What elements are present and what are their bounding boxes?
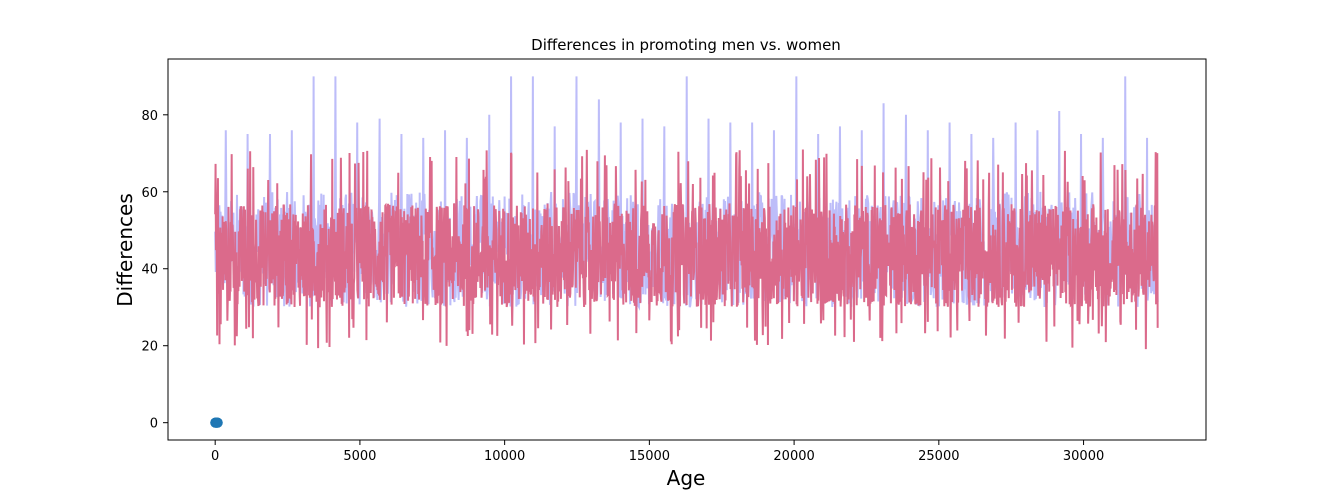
y-tick-label: 20	[141, 340, 158, 355]
y-axis-label: Differences	[113, 193, 137, 307]
x-tick-label: 10000	[484, 449, 525, 464]
x-tick-label: 30000	[1063, 449, 1104, 464]
y-tick-label: 60	[141, 186, 158, 201]
chart-title: Differences in promoting men vs. women	[531, 36, 841, 54]
y-axis: 0 20 40 60 80	[141, 109, 168, 432]
x-axis-label: Age	[667, 466, 706, 490]
x-axis: 0 5000 10000 15000 20000 25000 30000	[211, 440, 1104, 464]
plot-area-frame	[167, 58, 1207, 441]
y-tick-label: 80	[141, 109, 158, 124]
x-tick-label: 5000	[343, 449, 376, 464]
x-tick-label: 0	[211, 449, 219, 464]
x-tick-label: 20000	[773, 449, 814, 464]
series-layer	[210, 76, 1159, 428]
y-tick-label: 0	[150, 417, 158, 432]
x-tick-label: 15000	[629, 449, 670, 464]
series-line-foreground	[214, 149, 1159, 350]
x-tick-label: 25000	[918, 449, 959, 464]
y-tick-label: 40	[141, 263, 158, 278]
scatter-point	[212, 417, 223, 428]
